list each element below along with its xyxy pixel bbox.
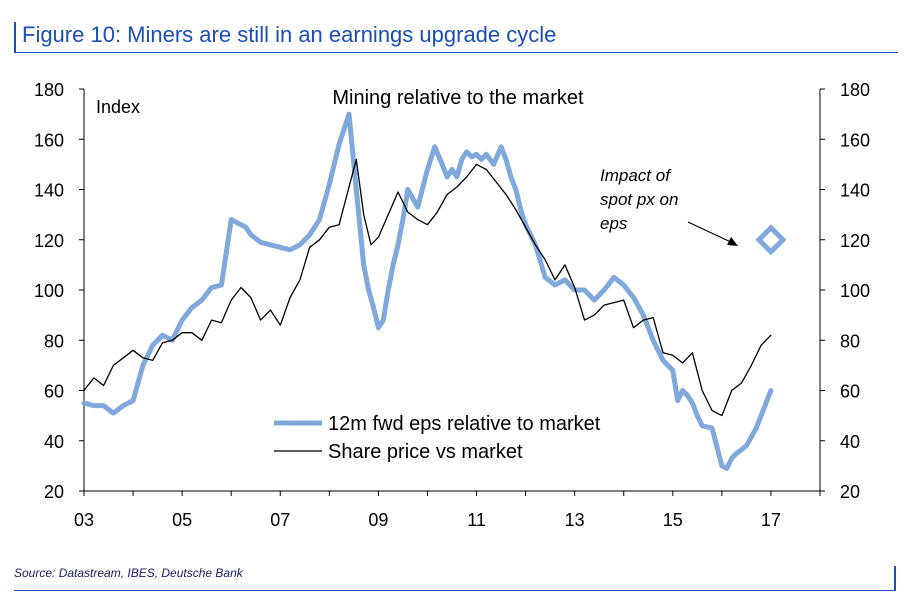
left-y-tick-label: 60 (44, 382, 64, 402)
bottom-rule (14, 590, 896, 591)
left-y-tick-label: 120 (34, 231, 64, 251)
series-line-eps (81, 111, 774, 471)
left-y-tick-label: 40 (44, 432, 64, 452)
left-y-tick-label: 160 (34, 130, 64, 150)
annotation: Impact of spot px on eps (600, 166, 787, 256)
annotation-diamond-marker (755, 224, 787, 256)
x-tick-label: 11 (467, 510, 486, 530)
bottom-corner-mark (894, 566, 896, 591)
left-y-ticks: 20 40 60 80 100 120 140 160 180 (34, 80, 84, 502)
x-tick-label: 05 (172, 510, 192, 530)
x-tick-label: 03 (74, 510, 94, 530)
series-line-share-price (83, 158, 772, 417)
x-tick-label: 13 (565, 510, 585, 530)
right-y-tick-label: 60 (840, 382, 860, 402)
y-axis-label: Index (96, 97, 140, 117)
legend-label-eps: 12m fwd eps relative to market (328, 413, 601, 435)
chart-title: Mining relative to the market (332, 87, 584, 109)
series-layer (81, 111, 774, 471)
right-y-tick-label: 100 (840, 281, 870, 301)
x-tick-label: 09 (368, 510, 388, 530)
annotation-arrow-head (727, 237, 738, 246)
right-y-tick-label: 160 (840, 130, 870, 150)
x-tick-label: 15 (663, 510, 683, 530)
annotation-text-line: Impact of (600, 166, 672, 185)
left-y-tick-label: 140 (34, 181, 64, 201)
right-y-tick-label: 180 (840, 80, 870, 100)
figure-title-bar: Figure 10: Miners are still in an earnin… (14, 22, 898, 53)
annotation-text-line: spot px on (600, 190, 678, 209)
left-y-tick-label: 100 (34, 281, 64, 301)
left-y-tick-label: 20 (44, 482, 64, 502)
x-ticks: 03 05 07 09 11 13 15 17 (74, 491, 821, 530)
right-y-ticks: 20 40 60 80 100 120 140 160 180 (820, 80, 870, 502)
source-note: Source: Datastream, IBES, Deutsche Bank (14, 566, 243, 580)
annotation-text-line: eps (600, 214, 628, 233)
right-y-tick-label: 140 (840, 181, 870, 201)
annotation-arrow-line (687, 221, 736, 245)
right-y-tick-label: 80 (840, 331, 860, 351)
x-tick-label: 07 (270, 510, 290, 530)
legend-label-share-price: Share price vs market (328, 441, 523, 463)
right-y-tick-label: 120 (840, 231, 870, 251)
legend: 12m fwd eps relative to market Share pric… (274, 413, 601, 463)
left-y-tick-label: 80 (44, 331, 64, 351)
x-tick-label: 17 (761, 510, 781, 530)
right-y-tick-label: 40 (840, 432, 860, 452)
right-y-tick-label: 20 (840, 482, 860, 502)
left-y-tick-label: 180 (34, 80, 64, 100)
figure-title: Figure 10: Miners are still in an earnin… (22, 22, 557, 47)
